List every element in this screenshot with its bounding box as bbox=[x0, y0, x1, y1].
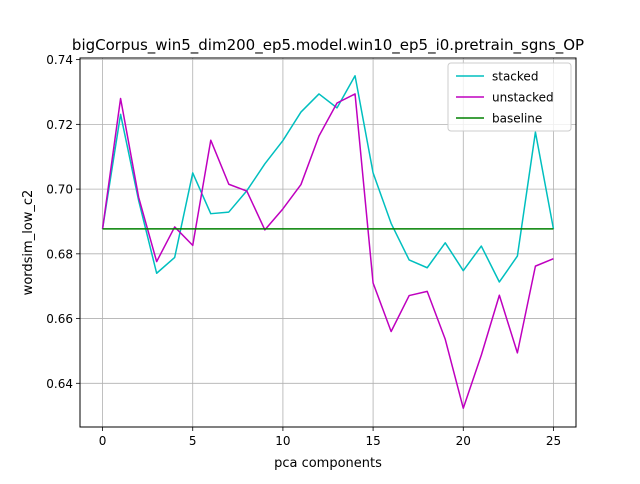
x-axis-label: pca components bbox=[274, 456, 382, 471]
legend-box bbox=[447, 62, 572, 132]
legend-label-unstacked: unstacked bbox=[492, 91, 554, 105]
y-tick-label: 0.68 bbox=[46, 247, 73, 261]
series-lines bbox=[101, 75, 555, 409]
x-tick-label: 10 bbox=[275, 434, 290, 448]
x-tick-label: 25 bbox=[546, 434, 561, 448]
x-tick-label: 0 bbox=[99, 434, 107, 448]
series-line-unstacked bbox=[101, 93, 554, 409]
series-line-stacked bbox=[101, 75, 555, 283]
x-tick-label: 5 bbox=[189, 434, 197, 448]
y-tick-label: 0.64 bbox=[46, 377, 73, 391]
x-tick-label: 20 bbox=[456, 434, 471, 448]
y-tick-label: 0.66 bbox=[46, 312, 73, 326]
plot-frame bbox=[79, 57, 577, 428]
legend-label-stacked: stacked bbox=[492, 70, 538, 84]
y-axis-label: wordsim_low_c2 bbox=[21, 190, 36, 296]
legend-label-baseline: baseline bbox=[492, 112, 542, 126]
y-tick-label: 0.72 bbox=[46, 118, 73, 132]
chart-title: bigCorpus_win5_dim200_ep5.model.win10_ep… bbox=[72, 36, 584, 55]
axis-ticks: 0 5 10 15 20 25 0.64 0.66 0.68 0.70 0.72 0.74 bbox=[46, 53, 561, 448]
legend: stacked unstacked baseline bbox=[447, 62, 572, 132]
y-tick-label: 0.74 bbox=[46, 53, 73, 67]
x-tick-label: 15 bbox=[365, 434, 380, 448]
y-tick-label: 0.70 bbox=[46, 183, 73, 197]
